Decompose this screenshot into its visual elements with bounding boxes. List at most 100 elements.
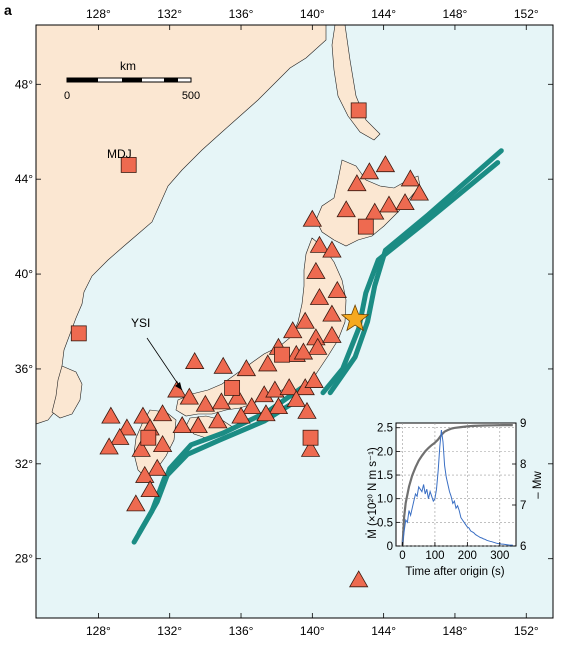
- station-label-ysi: YSI: [131, 316, 150, 330]
- station-triangle: [347, 174, 367, 192]
- station-triangle: [304, 370, 324, 388]
- station-square: [350, 102, 367, 119]
- station-triangle: [147, 458, 167, 476]
- station-triangle: [379, 195, 399, 213]
- inset-x-tick-label: 200: [458, 550, 477, 562]
- station-triangle: [375, 155, 396, 173]
- scale-bar-min-label: 0: [64, 90, 70, 102]
- lat-label-left: 40°: [15, 267, 33, 281]
- lon-label-bottom: 144°: [371, 624, 396, 638]
- lon-label-top: 132°: [157, 7, 182, 21]
- station-square: [274, 346, 290, 363]
- station-triangle: [242, 397, 262, 415]
- station-triangle: [188, 416, 208, 434]
- station-triangle: [152, 404, 173, 422]
- lon-label-top: 144°: [371, 7, 396, 21]
- station-triangle: [265, 380, 285, 398]
- station-triangle: [133, 406, 153, 424]
- station-triangle: [306, 261, 326, 279]
- inset-y-tick-label: 0: [387, 541, 393, 553]
- station-triangle: [179, 387, 200, 405]
- ysi-pointer-arrow: [146, 337, 183, 391]
- map-frame: 128° 128° 132° 132° 136° 136° 140° 140° 144° 144°…: [15, 7, 554, 638]
- lon-label-top: 148°: [443, 7, 468, 21]
- map-border: [35, 24, 554, 619]
- station-triangle: [135, 465, 155, 483]
- lon-label-top: 140°: [300, 7, 325, 21]
- epicentre-star: [340, 303, 370, 332]
- station-triangle: [293, 342, 314, 360]
- inset-axis-ticks: 0 100 200 300 0 0.5 1.0 1.5 2.0 2.5 6 7 8 9: [377, 418, 526, 562]
- station-triangle: [227, 387, 248, 405]
- station-triangle: [195, 394, 216, 412]
- station-triangle: [297, 401, 317, 419]
- inset-y-left-label: Ṁ (×10²⁰ N m s⁻¹): [366, 447, 379, 539]
- inset-y2-tick-label: 8: [520, 459, 526, 471]
- inset-y2-tick-label: 7: [520, 500, 526, 512]
- station-triangle: [336, 200, 356, 218]
- station-triangle: [279, 378, 299, 396]
- moment-rate-curve: [402, 430, 513, 546]
- station-triangle: [309, 287, 330, 305]
- inset-x-tick-label: 0: [399, 550, 405, 562]
- station-triangle: [101, 406, 121, 424]
- ysi-pointer-arrowhead: [175, 382, 182, 390]
- station-triangle: [309, 235, 330, 253]
- station-triangle: [395, 193, 415, 211]
- inset-x-tick-label: 300: [490, 550, 509, 562]
- inset-y-right-label: – Mw: [532, 471, 544, 499]
- inset-y2-tick-label: 9: [520, 418, 526, 430]
- trench-line: [320, 160, 501, 396]
- station-triangle: [268, 397, 289, 415]
- station-triangle: [211, 392, 232, 410]
- scale-bar-max-label: 500: [182, 90, 200, 102]
- station-square: [120, 157, 137, 173]
- inset-grid: [396, 423, 516, 547]
- map-axis-ticks: 128° 128° 132° 132° 136° 136° 140° 140° 144° 144°…: [15, 7, 553, 638]
- inset-background: [395, 422, 517, 547]
- station-triangle: [365, 202, 385, 220]
- station-triangle: [213, 356, 233, 374]
- inset-y2-tick-label: 6: [520, 541, 526, 553]
- korean-peninsula-land: [51, 365, 83, 419]
- station-triangle: [140, 480, 160, 498]
- station-triangle: [322, 325, 342, 343]
- inset-chart: 0 100 200 300 0 0.5 1.0 1.5 2.0 2.5 6 7 8 9 Ṁ (×10²⁰ …: [366, 418, 544, 578]
- inset-x-tick-label: 100: [425, 550, 444, 562]
- station-triangle: [359, 162, 380, 180]
- inset-y-tick-label: 1.5: [377, 470, 393, 482]
- station-square: [140, 429, 157, 446]
- station-square: [224, 380, 241, 396]
- inset-y-tick-label: 1.0: [377, 494, 393, 506]
- station-triangle: [258, 354, 278, 372]
- station-triangle: [152, 435, 173, 452]
- lon-label-bottom: 128°: [86, 624, 111, 638]
- station-triangle: [231, 406, 251, 424]
- station-triangle: [99, 437, 119, 455]
- station-square: [357, 218, 374, 235]
- scale-bar-unit: km: [120, 59, 136, 73]
- station-triangle: [322, 304, 342, 322]
- lat-label-left: 48°: [15, 77, 33, 91]
- lon-label-bottom: 140°: [300, 624, 325, 638]
- station-square: [302, 429, 319, 446]
- station-triangle: [307, 337, 328, 355]
- station-triangle: [208, 411, 228, 429]
- inset-y-tick-label: 2.0: [377, 446, 393, 458]
- lat-label-left: 32°: [15, 457, 33, 471]
- lon-label-top: 152°: [514, 7, 539, 21]
- station-triangle: [131, 439, 151, 457]
- lat-label-left: 44°: [15, 172, 33, 186]
- lon-label-top: 128°: [86, 7, 111, 21]
- station-triangle: [184, 352, 205, 369]
- lat-label-left: 28°: [15, 552, 33, 566]
- lat-label-left: 36°: [15, 362, 33, 376]
- station-triangle: [236, 359, 257, 377]
- trench-line: [327, 148, 504, 396]
- station-triangle: [348, 570, 369, 588]
- station-triangle: [256, 404, 276, 422]
- station-triangle: [283, 321, 303, 339]
- sakhalin-land: [331, 25, 381, 141]
- lon-label-bottom: 152°: [514, 624, 539, 638]
- lon-label-bottom: 132°: [157, 624, 182, 638]
